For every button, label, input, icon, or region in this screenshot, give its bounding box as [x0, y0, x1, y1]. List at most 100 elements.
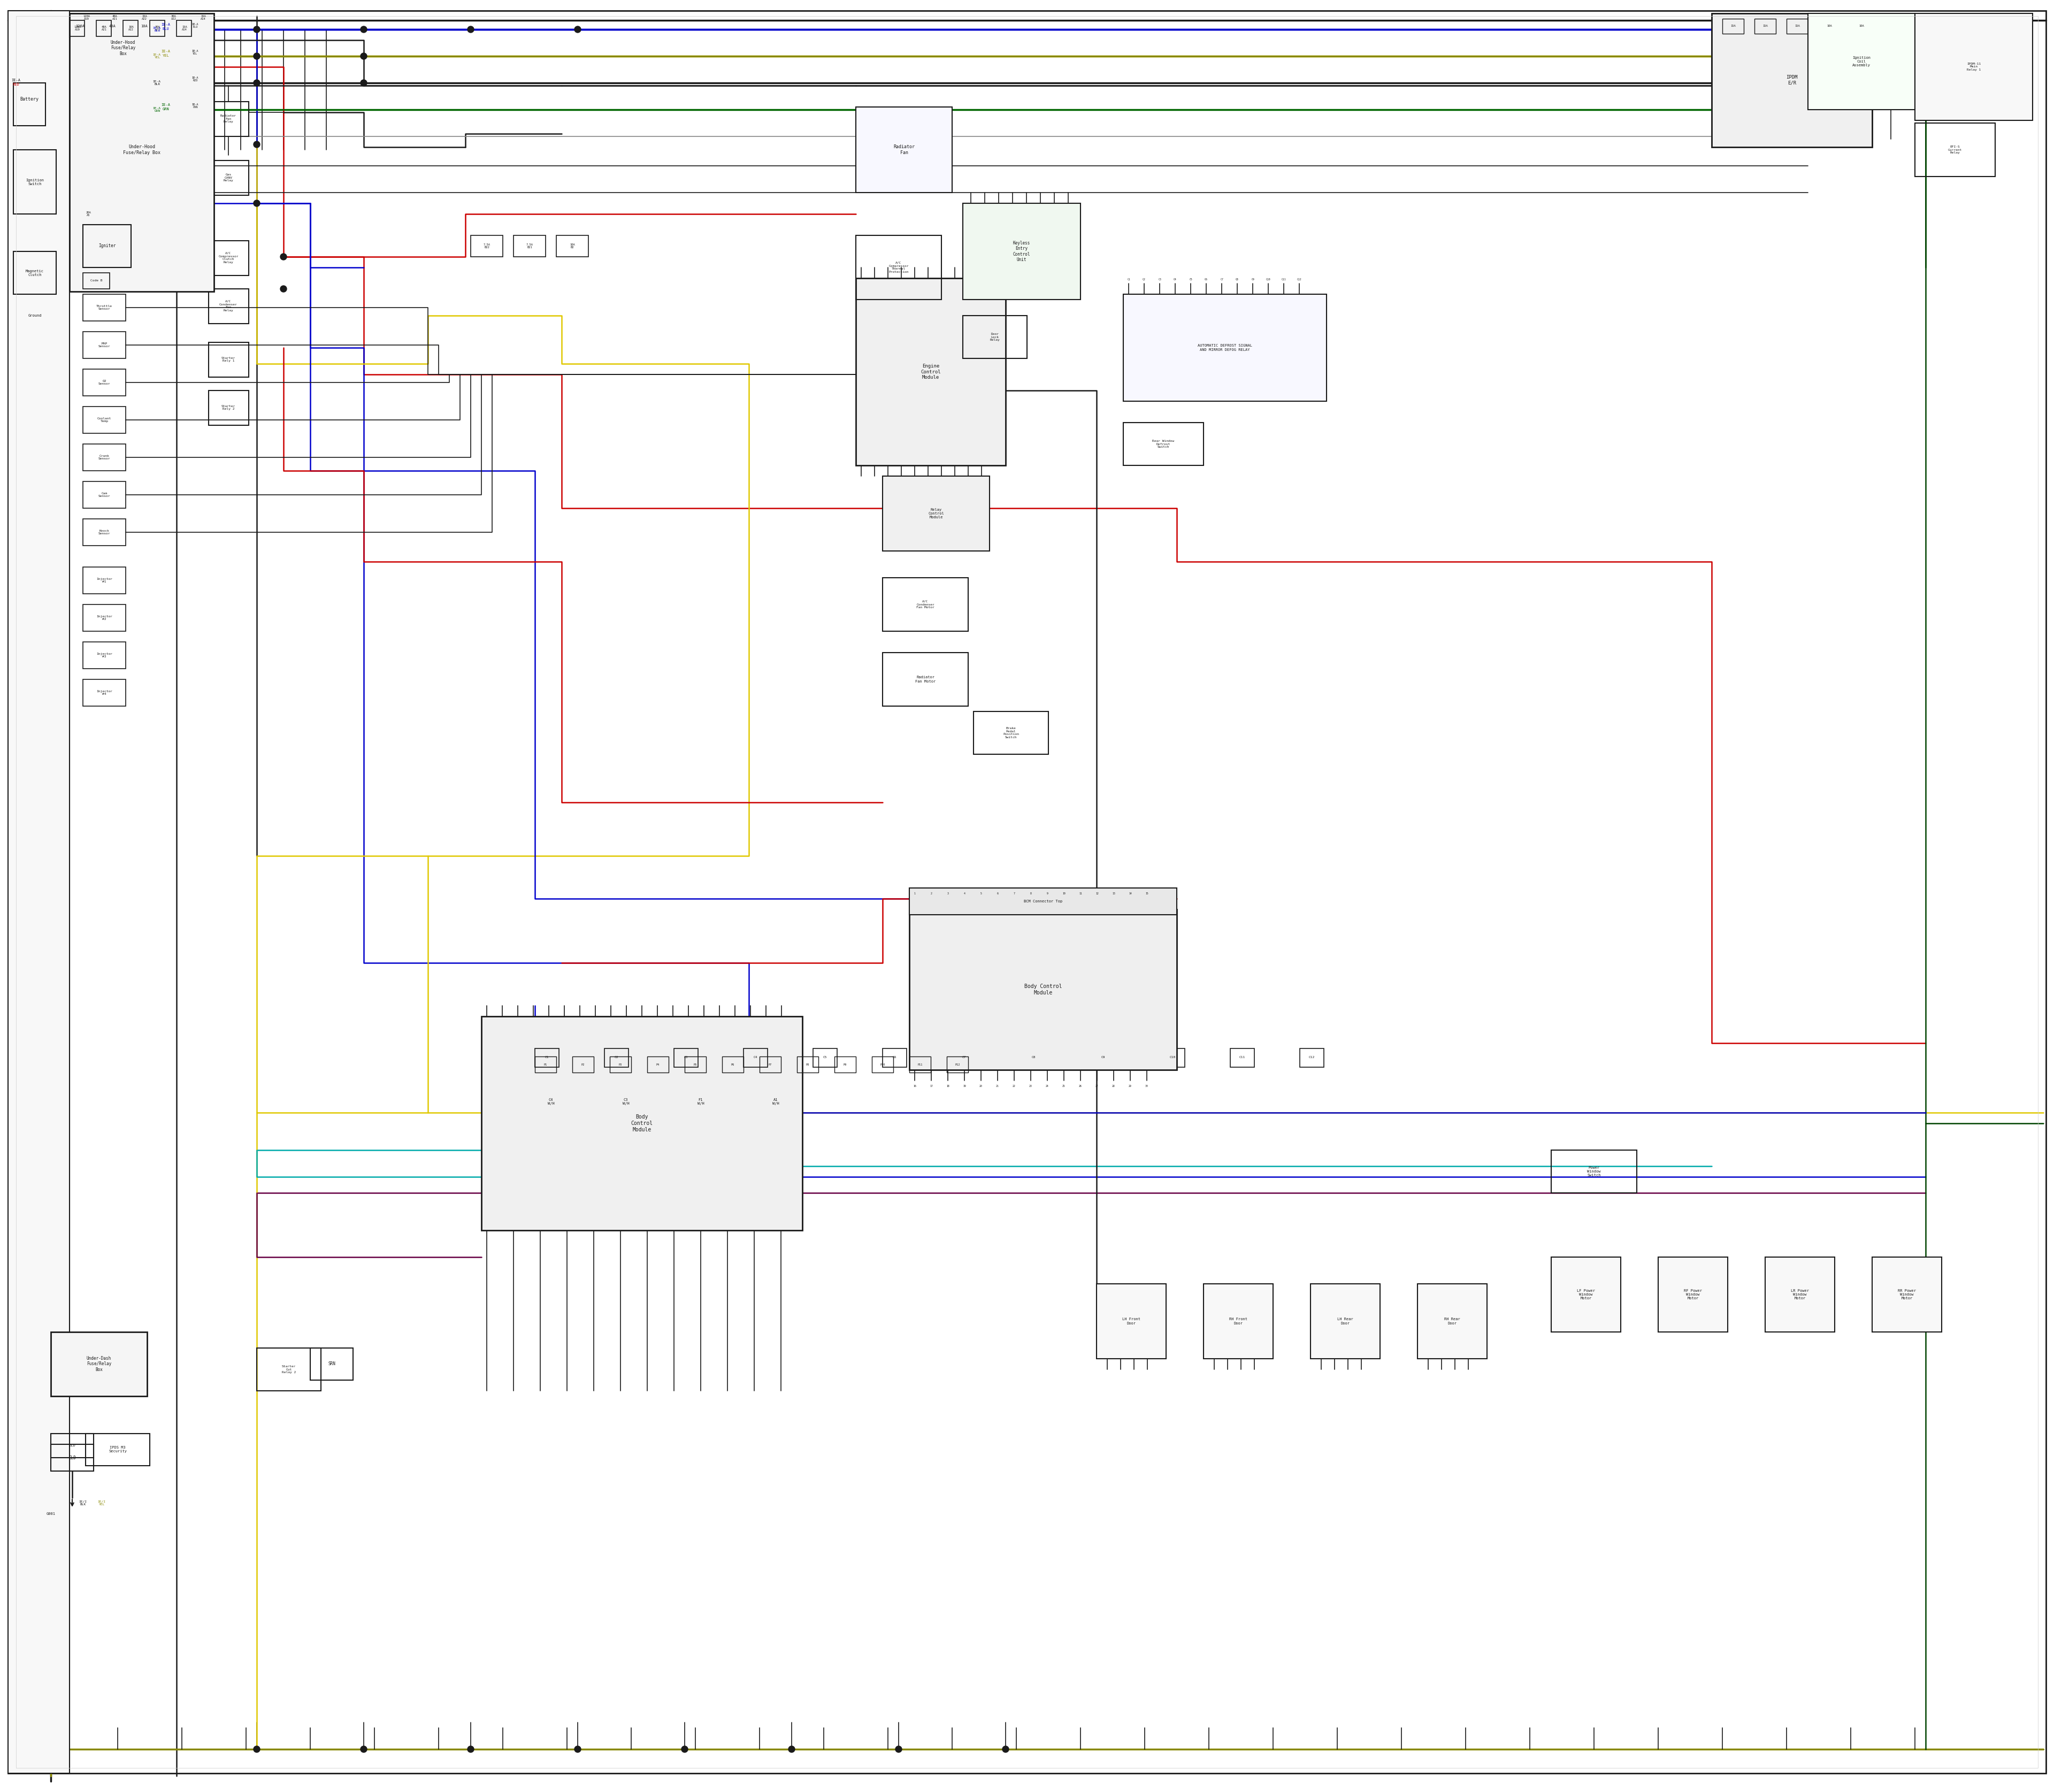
Text: Coolant
Temp: Coolant Temp [97, 418, 111, 423]
Text: C3
W/H: C3 W/H [622, 1098, 629, 1106]
Bar [105, 18, 121, 36]
Bar [883, 577, 967, 631]
Bar [857, 278, 1006, 466]
Text: C12: C12 [1296, 278, 1302, 281]
Text: Body
Control
Module: Body Control Module [631, 1115, 653, 1133]
Bar [1914, 124, 1994, 177]
Bar [1124, 423, 1204, 466]
Bar [14, 251, 55, 294]
Text: 40A: 40A [109, 25, 115, 29]
Bar [97, 20, 111, 36]
Circle shape [279, 285, 288, 292]
Bar [514, 235, 546, 256]
Text: C6: C6 [891, 1055, 896, 1059]
Text: P1: P1 [544, 1063, 546, 1066]
Circle shape [682, 1745, 688, 1753]
Bar [210, 161, 249, 195]
Bar [82, 272, 109, 289]
Bar [51, 1434, 94, 1457]
Bar [1871, 1256, 1941, 1331]
Circle shape [1002, 1745, 1009, 1753]
Bar [1787, 18, 1808, 34]
Text: Door
Lock
Relay: Door Lock Relay [990, 333, 1000, 342]
Text: C2: C2 [1142, 278, 1146, 281]
Bar [723, 1057, 744, 1073]
Text: Injector
#2: Injector #2 [97, 615, 113, 620]
Bar [910, 1057, 930, 1073]
Circle shape [253, 142, 261, 147]
Bar [534, 1048, 559, 1068]
Text: 10A: 10A [142, 25, 148, 29]
Text: P9: P9 [844, 1063, 846, 1066]
Bar [51, 1444, 94, 1471]
Bar [1021, 1048, 1045, 1068]
Text: Radiator
Fan
Relay: Radiator Fan Relay [220, 115, 236, 124]
Bar [963, 315, 1027, 358]
Circle shape [362, 54, 368, 59]
Bar [1300, 1048, 1325, 1068]
Bar [1851, 18, 1871, 34]
Bar [883, 652, 967, 706]
Text: 14: 14 [1130, 892, 1132, 894]
Bar [610, 1057, 631, 1073]
Bar [210, 289, 249, 324]
Text: 30A
A22: 30A A22 [156, 25, 160, 30]
Bar [871, 1057, 893, 1073]
Text: P3: P3 [618, 1063, 622, 1066]
Bar [51, 1331, 148, 1396]
Bar [123, 20, 138, 36]
Text: A/C
Compressor
Clutch
Relay: A/C Compressor Clutch Relay [218, 253, 238, 263]
Bar [82, 224, 131, 267]
Bar [210, 102, 249, 136]
Text: F1
W/H: F1 W/H [696, 1098, 705, 1106]
Text: 13: 13 [1111, 892, 1115, 894]
Text: Under-Dash
Fuse/Relay
Box: Under-Dash Fuse/Relay Box [86, 1357, 111, 1373]
Text: Ignition
Switch: Ignition Switch [25, 179, 43, 185]
Circle shape [253, 79, 261, 86]
Circle shape [468, 1745, 474, 1753]
Text: Rear Window
Defrost
Switch: Rear Window Defrost Switch [1152, 439, 1175, 448]
Text: LH Rear
Door: LH Rear Door [1337, 1317, 1354, 1324]
Bar [953, 1048, 976, 1068]
Bar [534, 1043, 567, 1161]
Text: LR Power
Window
Motor: LR Power Window Motor [1791, 1288, 1810, 1299]
Bar [604, 1048, 629, 1068]
Bar [70, 20, 84, 36]
Text: Body Control
Module: Body Control Module [1025, 984, 1062, 995]
Text: 30A
A22: 30A A22 [170, 14, 177, 20]
Text: 27: 27 [1095, 1084, 1099, 1088]
Text: 15: 15 [1146, 892, 1148, 894]
Bar [210, 391, 249, 425]
Circle shape [575, 27, 581, 32]
Bar [481, 1016, 803, 1231]
Text: LF Power
Window
Motor: LF Power Window Motor [1577, 1288, 1596, 1299]
Bar [177, 20, 191, 36]
Text: P8: P8 [805, 1063, 809, 1066]
Text: IE-A: IE-A [12, 79, 21, 82]
Bar [82, 482, 125, 509]
Bar [1764, 1256, 1834, 1331]
Text: 17: 17 [930, 1084, 933, 1088]
Bar [947, 1057, 967, 1073]
Text: 15A: 15A [1729, 25, 1736, 27]
Bar [70, 16, 177, 38]
Text: P12: P12 [955, 1063, 959, 1066]
Text: RR Power
Window
Motor: RR Power Window Motor [1898, 1288, 1916, 1299]
Bar [82, 679, 125, 706]
Text: 10A: 10A [1826, 25, 1832, 27]
Text: 120A
A19: 120A A19 [82, 14, 90, 20]
Text: Code B: Code B [90, 280, 103, 281]
Text: Gas
CANV
Relay: Gas CANV Relay [224, 174, 234, 183]
Bar [257, 1348, 320, 1391]
Bar [910, 909, 1177, 1070]
Text: P6: P6 [731, 1063, 735, 1066]
Text: A/C
Condenser
Fan
Relay: A/C Condenser Fan Relay [220, 299, 238, 312]
Text: RH Front
Door: RH Front Door [1228, 1317, 1247, 1324]
Bar [1754, 18, 1777, 34]
Text: LH Front
Door: LH Front Door [1121, 1317, 1140, 1324]
Text: 10: 10 [1062, 892, 1066, 894]
Text: C4
W/H: C4 W/H [548, 1098, 555, 1106]
Text: 26: 26 [1078, 1084, 1082, 1088]
Text: P7: P7 [768, 1063, 772, 1066]
Text: IPDM-11
Main
Relay 1: IPDM-11 Main Relay 1 [1968, 63, 1980, 72]
